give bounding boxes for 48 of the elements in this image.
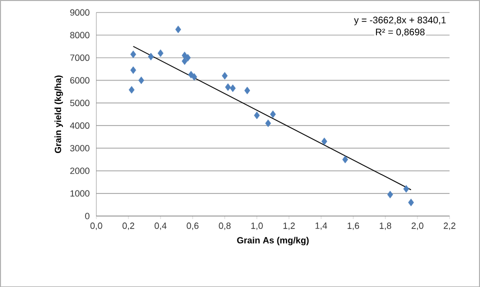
point [182, 57, 188, 65]
x-tick-label: 2,0 [412, 222, 424, 230]
point [403, 184, 410, 193]
x-tick-label: 0,6 [186, 222, 198, 230]
y-tick-label: 5000 [70, 100, 90, 106]
y-tick-label: 4000 [70, 122, 90, 129]
point [225, 83, 231, 91]
x-tick-label: 1,2 [283, 222, 295, 230]
point [184, 54, 191, 62]
point [244, 86, 250, 94]
point [387, 190, 394, 198]
y-tick-label: 9000 [70, 9, 90, 16]
x-tick-label: 1,4 [316, 222, 328, 230]
annotation: y = -3662,8x + 8340,1 [354, 16, 446, 26]
point [130, 66, 136, 74]
point [265, 119, 272, 127]
x-tick-label: 1,6 [348, 222, 360, 230]
point [148, 52, 154, 60]
point [230, 84, 236, 92]
point [342, 156, 348, 164]
point [175, 25, 182, 34]
y-tick-label: 0 [85, 212, 90, 220]
point [158, 49, 164, 57]
y-tick-label: 6000 [70, 76, 90, 84]
point [408, 198, 414, 206]
y-tick-label: 3000 [70, 144, 90, 152]
point [321, 137, 328, 146]
x-tick-label: 0,8 [218, 222, 231, 230]
y-tick-label: 1000 [70, 190, 90, 196]
point [130, 50, 136, 58]
x-tick-label: 1,8 [380, 222, 392, 230]
x-tick-label: 0,0 [90, 222, 102, 230]
annotation: R² = 0,8698 [376, 28, 425, 36]
point [138, 76, 144, 84]
y-tick-label: 7000 [70, 54, 90, 61]
point [222, 72, 228, 80]
point [128, 86, 135, 94]
point [254, 111, 260, 119]
x-tick-label: 0,2 [122, 222, 134, 230]
y-axis-title: Grain yield (kg/ha) [54, 75, 63, 153]
x-tick-label: 1,0 [251, 222, 263, 230]
y-tick-label: 2000 [70, 167, 90, 174]
x-tick-label: 0,4 [154, 222, 167, 230]
y-tick-label: 8000 [70, 32, 90, 38]
x-axis-title: Grain As (mg/kg) [237, 236, 309, 246]
point [270, 110, 276, 118]
x-tick-label: 2,2 [444, 222, 456, 230]
point [191, 72, 198, 81]
